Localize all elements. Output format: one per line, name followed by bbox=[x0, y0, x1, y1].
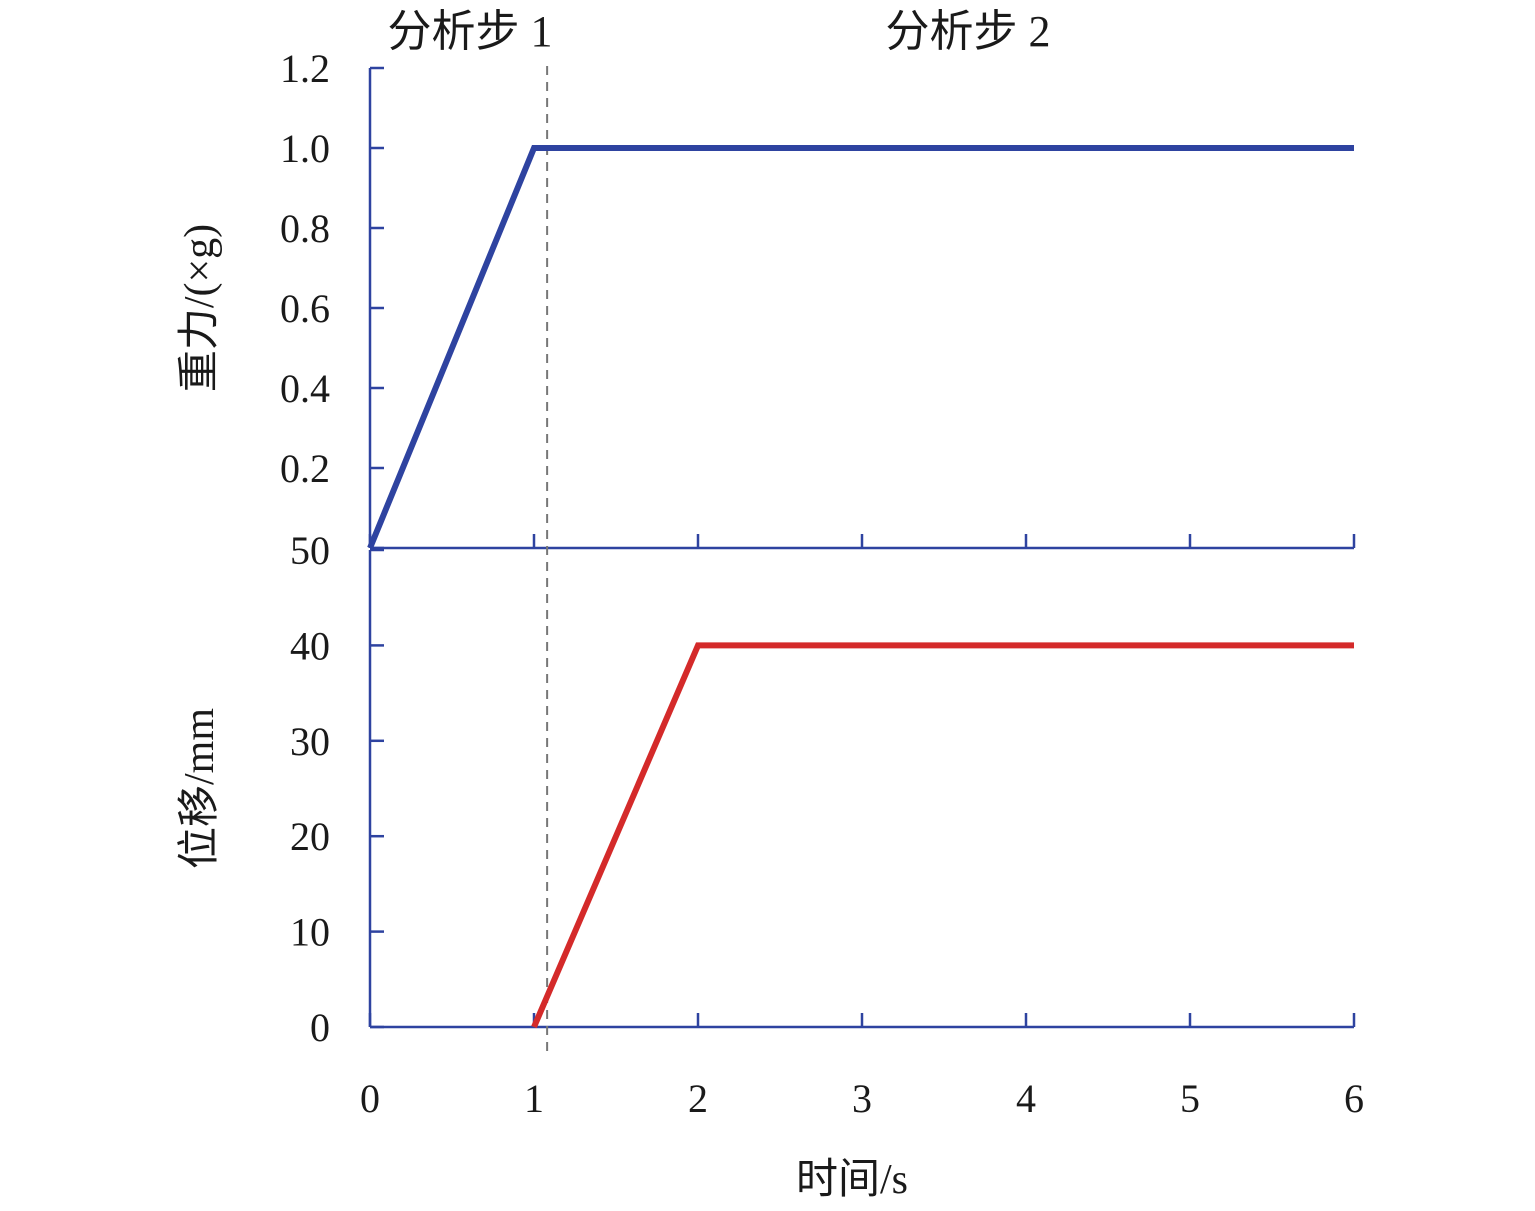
y-tick-label: 1.0 bbox=[280, 126, 330, 171]
x-tick-label: 5 bbox=[1180, 1076, 1200, 1121]
axes-layer bbox=[368, 66, 1356, 1052]
y-tick-label: 30 bbox=[290, 719, 330, 764]
y-tick-label: 50 bbox=[290, 528, 330, 573]
y-tick-label: 1.2 bbox=[280, 46, 330, 91]
y-tick-label: 0 bbox=[310, 1005, 330, 1050]
y-axis-title: 重力/(×g) bbox=[177, 224, 223, 392]
y-tick-label: 40 bbox=[290, 623, 330, 668]
x-tick-label: 1 bbox=[524, 1076, 544, 1121]
x-tick-label: 3 bbox=[852, 1076, 872, 1121]
y-tick-label: 0.4 bbox=[280, 366, 330, 411]
y-tick-label: 0.6 bbox=[280, 286, 330, 331]
step-2-label: 分析步 2 bbox=[886, 7, 1051, 56]
x-tick-label: 4 bbox=[1016, 1076, 1036, 1121]
series-layer bbox=[367, 145, 1354, 1029]
x-tick-label: 0 bbox=[360, 1076, 380, 1121]
y-tick-label: 0.2 bbox=[280, 446, 330, 491]
x-tick-label: 2 bbox=[688, 1076, 708, 1121]
text-layer: 0.20.40.60.81.01.2重力/(×g)01020304050位移/m… bbox=[176, 7, 1364, 1203]
x-tick-label: 6 bbox=[1344, 1076, 1364, 1121]
y-tick-label: 10 bbox=[290, 910, 330, 955]
x-axis-title: 时间/s bbox=[796, 1157, 908, 1203]
series-line-0-0 bbox=[367, 145, 1354, 550]
y-tick-label: 20 bbox=[290, 814, 330, 859]
step-1-label: 分析步 1 bbox=[388, 7, 553, 56]
y-tick-label: 0.8 bbox=[280, 206, 330, 251]
y-axis-title: 位移/mm bbox=[176, 708, 223, 869]
series-line-1-0 bbox=[531, 642, 1354, 1029]
